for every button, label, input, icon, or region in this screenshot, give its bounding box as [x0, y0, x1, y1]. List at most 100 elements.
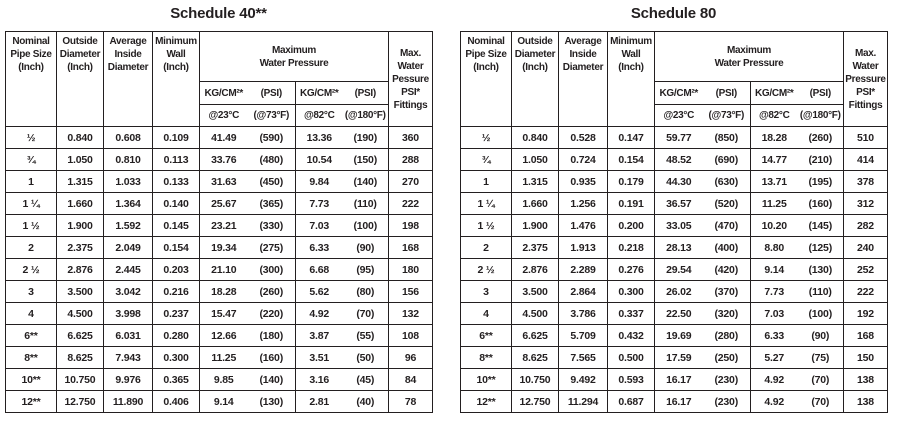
- table-row: 1 ½ 1.900 1.592 0.145 23.21 (330) 7.03 (100) 198: [5, 214, 433, 237]
- table-row: 3 3.500 3.042 0.216 18.28 (260) 5.62 (80) 156: [5, 280, 433, 303]
- cell-pressure-23c-psi: (520): [702, 192, 751, 215]
- cell-pressure-82c-kg: 8.80: [750, 236, 798, 259]
- table-row: 10** 10.750 9.492 0.593 16.17 (230) 4.92 (70) 13…: [460, 368, 888, 391]
- header-max-water-pressure-fittings: Max. Water Pessure PSI* Fittings: [388, 31, 433, 127]
- header-temp-23c: @23°C: [654, 104, 703, 127]
- schedule-80-table: Nominal Pipe Size (Inch) Outside Diamete…: [460, 31, 888, 413]
- cell-pressure-82c-kg: 4.92: [750, 390, 798, 413]
- cell-inside-diameter: 9.492: [558, 368, 608, 391]
- cell-outside-diameter: 0.840: [56, 126, 104, 149]
- cell-pressure-23c-kg: 9.14: [199, 390, 248, 413]
- cell-pressure-23c-psi: (260): [247, 280, 296, 303]
- header-nominal-pipe-size: Nominal Pipe Size (Inch): [5, 31, 57, 127]
- cell-pressure-23c-kg: 21.10: [199, 258, 248, 281]
- cell-max-fittings-psi: 222: [388, 192, 433, 215]
- cell-pressure-82c-kg: 10.54: [295, 148, 343, 171]
- header-average-inside-diameter: Average Inside Diameter: [103, 31, 153, 127]
- cell-pressure-82c-psi: (210): [797, 148, 844, 171]
- cell-pressure-82c-kg: 13.36: [295, 126, 343, 149]
- cell-inside-diameter: 0.810: [103, 148, 153, 171]
- cell-outside-diameter: 6.625: [511, 324, 559, 347]
- cell-pressure-82c-psi: (110): [797, 280, 844, 303]
- cell-max-fittings-psi: 138: [843, 390, 888, 413]
- cell-max-fittings-psi: 414: [843, 148, 888, 171]
- cell-max-fittings-psi: 198: [388, 214, 433, 237]
- cell-inside-diameter: 1.364: [103, 192, 153, 215]
- cell-pressure-82c-psi: (100): [342, 214, 389, 237]
- cell-inside-diameter: 1.592: [103, 214, 153, 237]
- cell-inside-diameter: 2.445: [103, 258, 153, 281]
- cell-inside-diameter: 0.528: [558, 126, 608, 149]
- table-row: 1 ¼ 1.660 1.364 0.140 25.67 (365) 7.73 (110) 222: [5, 192, 433, 215]
- cell-min-wall: 0.147: [607, 126, 655, 149]
- table-row: 1 ½ 1.900 1.476 0.200 33.05 (470) 10.20 (145) 28…: [460, 214, 888, 237]
- cell-pressure-23c-psi: (220): [247, 302, 296, 325]
- cell-pressure-82c-psi: (80): [342, 280, 389, 303]
- cell-pipe-size: 4: [5, 302, 57, 325]
- header-nominal-pipe-size: Nominal Pipe Size (Inch): [460, 31, 512, 127]
- cell-pressure-23c-psi: (130): [247, 390, 296, 413]
- cell-pressure-23c-kg: 15.47: [199, 302, 248, 325]
- cell-outside-diameter: 6.625: [56, 324, 104, 347]
- header-temp-73f: (@73°F): [247, 104, 296, 127]
- header-outside-diameter: Outside Diameter (Inch): [511, 31, 559, 127]
- cell-pressure-23c-kg: 48.52: [654, 148, 703, 171]
- header-psi-82c: (PSI): [342, 81, 389, 105]
- cell-pressure-82c-kg: 3.87: [295, 324, 343, 347]
- cell-pressure-23c-psi: (420): [702, 258, 751, 281]
- cell-inside-diameter: 0.608: [103, 126, 153, 149]
- cell-pressure-23c-kg: 18.28: [199, 280, 248, 303]
- cell-pressure-23c-psi: (370): [702, 280, 751, 303]
- table-row: 12** 12.750 11.294 0.687 16.17 (230) 4.92 (70) 1…: [460, 390, 888, 413]
- cell-pressure-23c-psi: (180): [247, 324, 296, 347]
- cell-inside-diameter: 2.864: [558, 280, 608, 303]
- cell-pipe-size: 10**: [5, 368, 57, 391]
- cell-pressure-82c-psi: (45): [342, 368, 389, 391]
- cell-outside-diameter: 1.900: [511, 214, 559, 237]
- cell-pipe-size: ½: [5, 126, 57, 149]
- table-row: 8** 8.625 7.943 0.300 11.25 (160) 3.51 (50) 96: [5, 346, 433, 369]
- cell-pressure-82c-psi: (260): [797, 126, 844, 149]
- cell-max-fittings-psi: 312: [843, 192, 888, 215]
- cell-max-fittings-psi: 78: [388, 390, 433, 413]
- cell-inside-diameter: 5.709: [558, 324, 608, 347]
- cell-pressure-23c-psi: (230): [702, 390, 751, 413]
- table-row: 2 2.375 1.913 0.218 28.13 (400) 8.80 (125) 240: [460, 236, 888, 259]
- cell-max-fittings-psi: 180: [388, 258, 433, 281]
- header-kg-cm2-82c: KG/CM²*: [295, 81, 343, 105]
- cell-max-fittings-psi: 168: [843, 324, 888, 347]
- cell-outside-diameter: 2.375: [56, 236, 104, 259]
- cell-min-wall: 0.216: [152, 280, 200, 303]
- cell-max-fittings-psi: 132: [388, 302, 433, 325]
- cell-max-fittings-psi: 168: [388, 236, 433, 259]
- cell-min-wall: 0.145: [152, 214, 200, 237]
- cell-pressure-23c-psi: (690): [702, 148, 751, 171]
- cell-outside-diameter: 3.500: [511, 280, 559, 303]
- cell-pressure-23c-kg: 17.59: [654, 346, 703, 369]
- cell-max-fittings-psi: 156: [388, 280, 433, 303]
- cell-pipe-size: 6**: [460, 324, 512, 347]
- cell-min-wall: 0.593: [607, 368, 655, 391]
- cell-pressure-82c-psi: (130): [797, 258, 844, 281]
- cell-pipe-size: ½: [460, 126, 512, 149]
- cell-pipe-size: ¾: [460, 148, 512, 171]
- table-row: ¾ 1.050 0.810 0.113 33.76 (480) 10.54 (150) 288: [5, 148, 433, 171]
- cell-pressure-82c-psi: (140): [342, 170, 389, 193]
- cell-min-wall: 0.203: [152, 258, 200, 281]
- header-temp-73f: (@73°F): [702, 104, 751, 127]
- cell-pressure-82c-psi: (95): [342, 258, 389, 281]
- header-temp-180f: (@180°F): [797, 104, 844, 127]
- header-kg-cm2-23c: KG/CM²*: [654, 81, 703, 105]
- cell-min-wall: 0.300: [607, 280, 655, 303]
- cell-pressure-23c-kg: 16.17: [654, 390, 703, 413]
- cell-pressure-82c-psi: (145): [797, 214, 844, 237]
- cell-pressure-82c-psi: (55): [342, 324, 389, 347]
- cell-pressure-82c-kg: 4.92: [750, 368, 798, 391]
- schedule-40-title: Schedule 40**: [170, 5, 267, 22]
- cell-max-fittings-psi: 360: [388, 126, 433, 149]
- cell-pressure-82c-psi: (50): [342, 346, 389, 369]
- cell-pipe-size: 12**: [5, 390, 57, 413]
- cell-pressure-23c-psi: (630): [702, 170, 751, 193]
- cell-max-fittings-psi: 252: [843, 258, 888, 281]
- header-psi-82c: (PSI): [797, 81, 844, 105]
